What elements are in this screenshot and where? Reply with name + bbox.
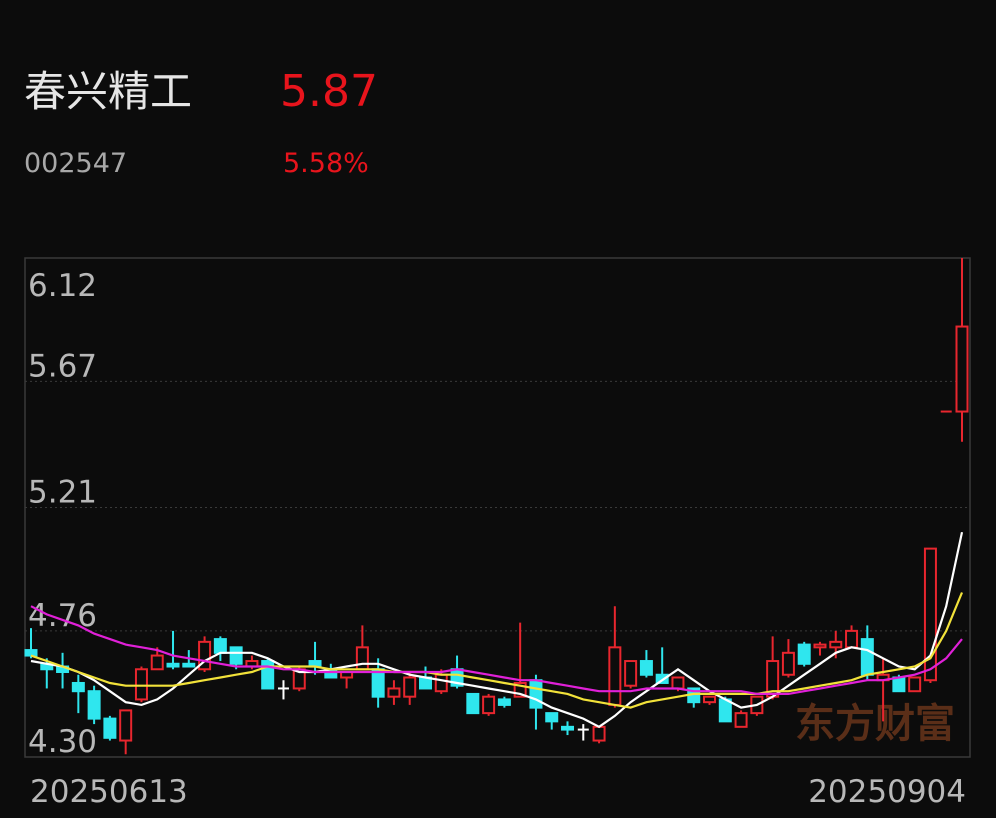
candle-body	[403, 676, 417, 698]
candle-body	[371, 668, 385, 698]
candle-body	[561, 725, 575, 731]
candle-body	[703, 695, 717, 704]
candle-body	[229, 646, 243, 665]
candle-body	[261, 660, 275, 690]
watermark: 东方财富	[795, 701, 955, 747]
candle-body	[545, 712, 559, 723]
candle-body	[387, 687, 401, 698]
y-tick-label: 5.67	[28, 348, 97, 384]
candle-body	[671, 676, 685, 690]
candle-body	[182, 662, 196, 668]
candle-body	[624, 660, 638, 687]
candle-body	[639, 660, 653, 676]
x-tick-label: 20250613	[30, 774, 188, 810]
y-tick-label: 4.76	[28, 598, 97, 634]
candle-body	[592, 725, 606, 742]
stock-code: 002547	[24, 148, 127, 179]
moving-average-line	[30, 605, 963, 695]
candle-body	[529, 679, 543, 709]
candle-body	[24, 649, 38, 657]
candle-body	[119, 709, 133, 742]
y-tick-label: 5.21	[28, 475, 97, 511]
candle-body	[497, 698, 511, 706]
change-percent: 5.58%	[283, 148, 369, 179]
candle-body	[655, 673, 669, 684]
candle-body	[466, 692, 480, 715]
candle-body	[355, 646, 369, 671]
candle-body	[813, 643, 827, 649]
candle-body	[781, 651, 795, 676]
candle-body	[608, 646, 622, 706]
candle-body	[103, 717, 117, 739]
candle-body	[797, 643, 811, 665]
candle-body	[482, 695, 496, 715]
candle-body	[955, 325, 969, 413]
candle-body	[829, 640, 843, 649]
moving-average-line	[30, 592, 964, 709]
stock-name: 春兴精工	[24, 67, 192, 116]
candle-body	[718, 698, 732, 723]
candle-body	[198, 640, 212, 671]
candle-body	[845, 629, 859, 649]
candle-body	[166, 662, 180, 668]
candle-body	[213, 638, 227, 654]
candle-body	[434, 673, 448, 693]
candle-body	[734, 712, 748, 728]
candle-body	[908, 676, 922, 693]
moving-average-line	[30, 531, 964, 729]
candle-body	[513, 681, 527, 698]
y-tick-label: 4.30	[28, 724, 97, 760]
candle-body	[860, 638, 874, 676]
y-tick-label: 6.12	[28, 268, 97, 304]
stock-price: 5.87	[280, 66, 378, 117]
x-tick-label: 20250904	[808, 774, 966, 810]
candle-body	[923, 547, 937, 682]
candle-body	[892, 676, 906, 693]
candle-body	[134, 668, 148, 701]
candle-body	[71, 681, 85, 693]
candle-body	[87, 690, 101, 720]
candle-body	[150, 654, 164, 671]
